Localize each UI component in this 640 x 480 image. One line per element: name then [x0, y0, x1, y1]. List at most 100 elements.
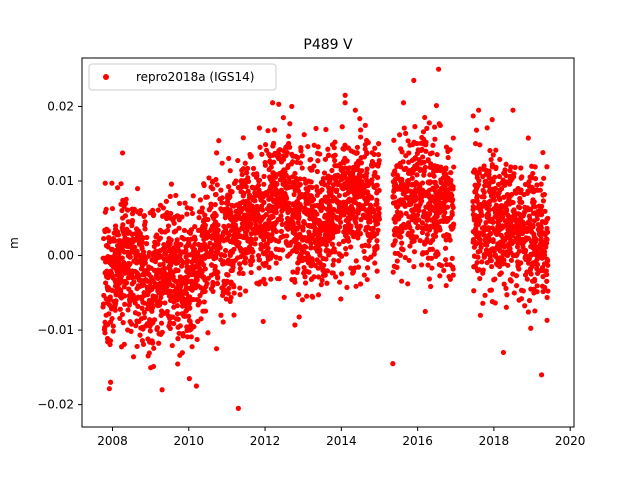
- data-point: [538, 181, 544, 187]
- data-point: [162, 251, 168, 257]
- data-point: [138, 207, 144, 214]
- data-point: [475, 205, 481, 211]
- data-point: [500, 177, 506, 183]
- data-point: [375, 227, 381, 233]
- data-point: [121, 259, 127, 266]
- data-point: [530, 170, 536, 177]
- data-point: [230, 260, 236, 267]
- data-point: [309, 167, 315, 173]
- data-point: [319, 181, 325, 187]
- data-point: [152, 251, 158, 257]
- data-point: [255, 253, 262, 259]
- data-point: [355, 202, 361, 208]
- data-point: [179, 263, 185, 269]
- data-point: [472, 141, 479, 147]
- data-point: [180, 330, 186, 337]
- data-point: [511, 174, 517, 180]
- data-point: [260, 250, 267, 256]
- data-point: [390, 179, 396, 185]
- data-point: [120, 222, 126, 228]
- data-point: [390, 361, 396, 367]
- data-point: [103, 243, 109, 249]
- data-point: [443, 171, 449, 177]
- data-point: [142, 226, 148, 232]
- data-point: [244, 165, 251, 171]
- data-point: [397, 132, 403, 138]
- data-point: [473, 127, 480, 133]
- data-point: [495, 181, 502, 188]
- data-point: [475, 222, 481, 228]
- data-point: [515, 185, 521, 192]
- data-point: [278, 187, 284, 193]
- data-point: [106, 311, 112, 317]
- data-point: [374, 268, 380, 274]
- data-point: [149, 257, 155, 263]
- data-point: [535, 208, 541, 214]
- data-point: [544, 236, 550, 243]
- data-point: [133, 251, 139, 258]
- data-point: [374, 190, 380, 196]
- data-point: [269, 175, 276, 181]
- data-point: [188, 334, 194, 340]
- data-point: [407, 243, 413, 249]
- data-point: [418, 262, 425, 268]
- data-point: [169, 314, 175, 320]
- data-point: [125, 253, 131, 259]
- data-point: [177, 352, 183, 358]
- data-point: [303, 180, 309, 186]
- data-point: [317, 252, 323, 258]
- data-point: [326, 179, 332, 186]
- data-point: [240, 270, 246, 277]
- data-point: [525, 309, 531, 315]
- data-point: [375, 152, 382, 158]
- data-point: [492, 300, 498, 306]
- data-point: [371, 209, 377, 215]
- data-point: [521, 209, 528, 215]
- data-point: [123, 266, 129, 272]
- y-axis-label: m: [7, 237, 21, 249]
- x-tick-label: 2018: [479, 434, 510, 448]
- data-point: [157, 269, 163, 275]
- data-point: [139, 246, 145, 252]
- data-point: [261, 181, 267, 187]
- data-point: [245, 188, 251, 194]
- data-point: [444, 261, 450, 268]
- data-point: [514, 244, 521, 250]
- data-point: [189, 210, 196, 217]
- data-point: [522, 181, 529, 188]
- data-point: [134, 295, 140, 301]
- data-point: [167, 320, 173, 326]
- data-point: [301, 249, 307, 255]
- data-point: [329, 270, 335, 276]
- data-point: [212, 202, 218, 208]
- data-point: [495, 229, 501, 235]
- data-point: [125, 307, 131, 313]
- data-point: [525, 260, 532, 266]
- data-point: [359, 182, 365, 188]
- data-point: [250, 165, 257, 172]
- data-point: [214, 280, 221, 287]
- data-point: [492, 174, 498, 180]
- data-point: [287, 121, 293, 127]
- data-point: [496, 246, 502, 252]
- data-point: [333, 274, 339, 280]
- data-point: [488, 230, 494, 237]
- data-point: [308, 240, 314, 247]
- data-point: [309, 236, 315, 242]
- data-point: [391, 227, 397, 234]
- data-point: [342, 155, 348, 161]
- data-point: [285, 253, 291, 259]
- data-point: [242, 160, 248, 166]
- y-tick-label: −0.01: [37, 323, 74, 337]
- data-point: [369, 231, 375, 237]
- data-point: [231, 216, 237, 222]
- data-point: [215, 248, 221, 254]
- data-point: [506, 200, 512, 206]
- data-point: [231, 312, 237, 318]
- data-point: [529, 163, 535, 169]
- data-point: [433, 102, 440, 109]
- data-point: [239, 167, 245, 173]
- data-point: [103, 322, 109, 328]
- data-point: [278, 228, 284, 234]
- data-point: [263, 233, 269, 239]
